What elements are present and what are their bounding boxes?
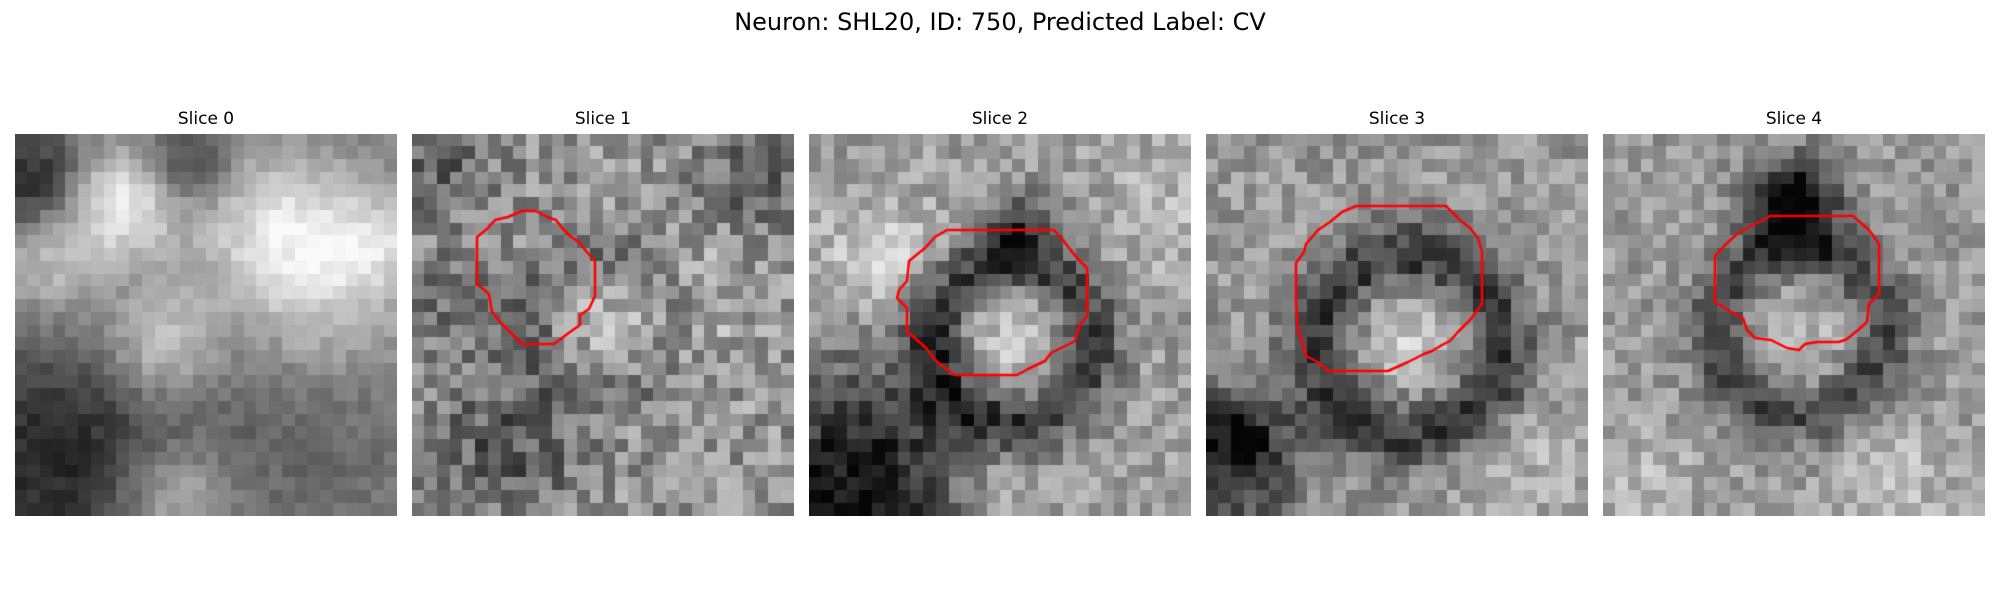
slice-title-0: Slice 0: [177, 109, 235, 129]
slice-image-0: [15, 134, 397, 516]
slice-title-3: Slice 3: [1368, 109, 1426, 129]
slice-image-2: [809, 134, 1191, 516]
slice-title-4: Slice 4: [1765, 109, 1823, 129]
slice-title-2: Slice 2: [971, 109, 1029, 129]
slice-image-3: [1206, 134, 1588, 516]
figure-title: Neuron: SHL20, ID: 750, Predicted Label:…: [734, 8, 1266, 36]
slice-image-4: [1603, 134, 1985, 516]
slice-title-1: Slice 1: [574, 109, 632, 129]
slice-image-1: [412, 134, 794, 516]
